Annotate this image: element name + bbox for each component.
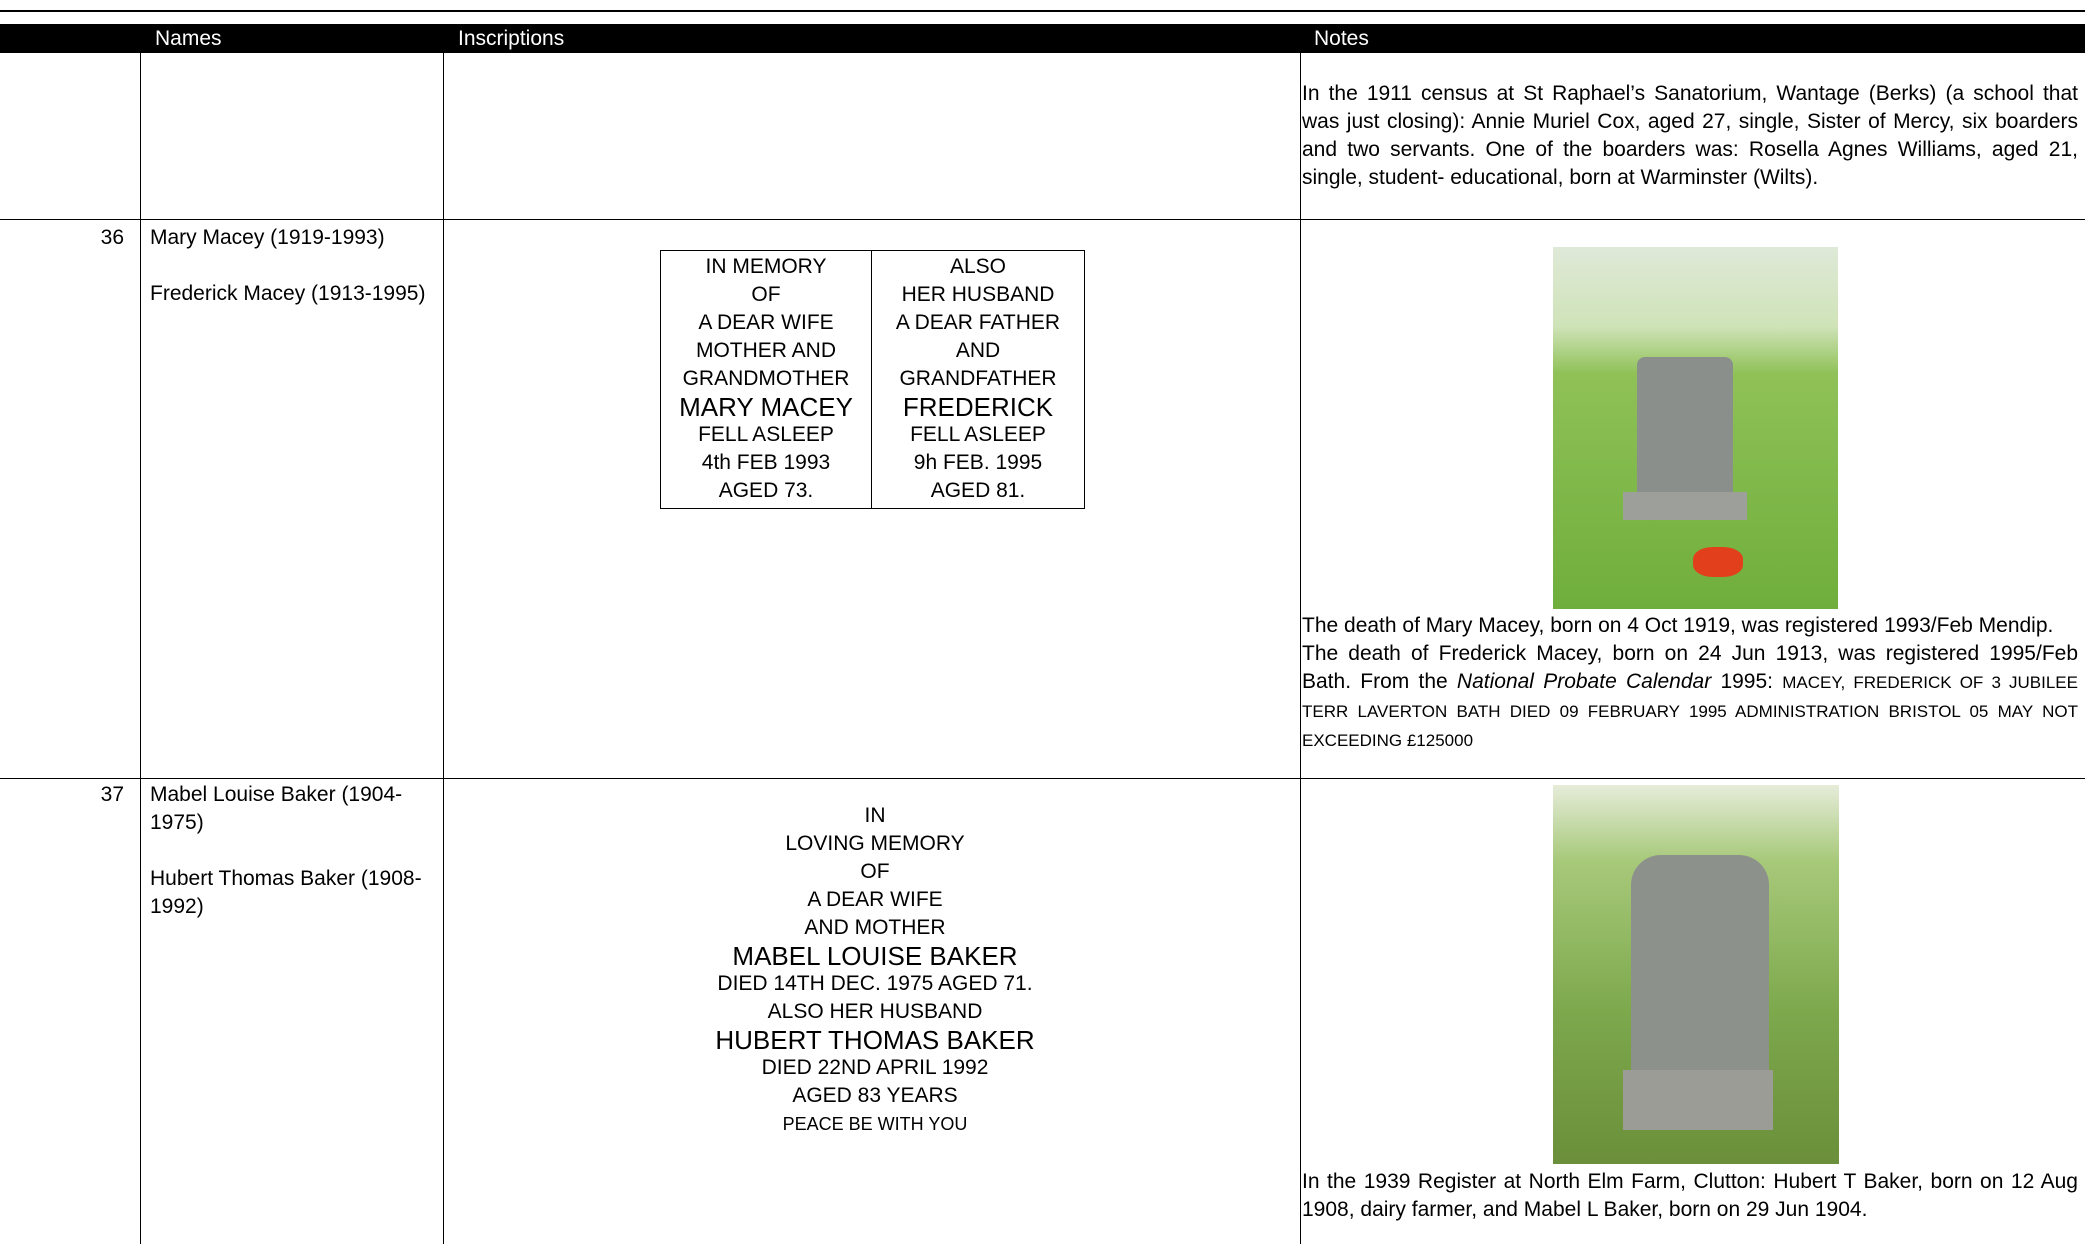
notes: In the 1911 census at St Raphael’s Sanat… [1302,80,2078,192]
header-cell: Notes [1314,27,1369,50]
inscription-line: ALSO [949,255,1007,278]
names: Mabel Louise Baker (1904-1975) Hubert Th… [150,781,440,921]
row-number: 36 [100,226,124,249]
inscription-line: GRANDFATHER [899,367,1057,390]
header-cell: Names [155,27,222,50]
inscription-line: FELL ASLEEP [910,423,1046,446]
inscription-line: 9h FEB. 1995 [913,451,1043,474]
inscription-line: DIED 22ND APRIL 1992 [761,1056,989,1079]
name: Hubert Thomas Baker (1908-1992) [150,867,422,918]
top-rule [0,10,2085,12]
inscription-line: A DEAR FATHER [895,311,1061,334]
inscription-line: FELL ASLEEP [698,423,834,446]
row-line [0,219,2085,220]
name: Frederick Macey (1913-1995) [150,282,426,305]
row-line [0,778,2085,779]
headstone-base [1623,1070,1773,1130]
inscription-line: MARY MACEY [679,392,853,422]
inscription-line: IN MEMORY [705,255,827,278]
row-number: 37 [100,783,124,806]
headstone-base [1623,492,1747,520]
photo [1553,247,1838,609]
header-cell: Inscriptions [458,27,565,50]
inscription-line: FREDERICK [902,392,1054,422]
header-bar: Names Inscriptions Notes [0,24,2085,53]
inscription-line: MOTHER AND [695,339,836,362]
inscription-line: OF [860,860,890,883]
inscription-left: IN MEMORY OF A DEAR WIFE MOTHER AND GRANDMOT… [661,253,871,505]
inscription: IN LOVING MEMORY OF A DEAR WIFE AND MOTHER MA… [450,802,1300,1138]
flowers [1693,547,1743,577]
inscription-box: IN MEMORY OF A DEAR WIFE MOTHER AND GRANDMOT… [660,250,1085,509]
note-text: 1995: [1711,670,1783,693]
note-text: The death of Frederick Macey, born on 24… [1302,642,2078,693]
names: Mary Macey (1919-1993) Frederick Macey (… [150,224,440,308]
inscription-line: GRANDMOTHER [682,367,850,390]
inscription-line: DIED 14TH DEC. 1975 AGED 71. [717,972,1033,995]
inscription-line: MABEL LOUISE BAKER [732,941,1018,971]
inscription-line: AND [955,339,1001,362]
name: Mabel Louise Baker (1904-1975) [150,783,403,834]
note-title: National Probate Calendar [1456,670,1712,693]
inscription-line: 4th FEB 1993 [701,451,831,474]
inscription-line: ALSO HER HUSBAND [767,1000,983,1023]
col-line [140,53,141,1244]
inscription-line: AGED 83 YEARS [792,1084,958,1107]
inscription-line: OF [751,283,781,306]
inscription-line: AGED 73. [718,479,814,502]
col-line [443,53,444,1244]
note: The death of Mary Macey, born on 4 Oct 1… [1302,614,2054,637]
inscription-line: LOVING MEMORY [785,832,965,855]
inscription-line: PEACE BE WITH YOU [782,1114,968,1134]
notes: In the 1939 Register at North Elm Farm, … [1302,1168,2078,1224]
note: In the 1911 census at St Raphael’s Sanat… [1302,82,2078,189]
notes: The death of Mary Macey, born on 4 Oct 1… [1302,612,2078,755]
note-record: MACEY, FREDERICK OF 3 JUBILEE TERR LAVER… [1302,673,2078,750]
inscription-line: HUBERT THOMAS BAKER [715,1025,1035,1055]
inscription-line: IN [864,804,886,827]
col-line [1300,53,1301,1244]
inscription-right: ALSO HER HUSBAND A DEAR FATHER AND GRANDFATH… [872,253,1084,505]
note: In the 1939 Register at North Elm Farm, … [1302,1170,2078,1221]
note: The death of Frederick Macey, born on 24… [1302,640,2078,755]
inscription-line: HER HUSBAND [901,283,1055,306]
headstone [1631,855,1769,1080]
inscription-line: A DEAR WIFE [807,888,943,911]
inscription-line: AND MOTHER [804,916,946,939]
inscription-line: A DEAR WIFE [698,311,834,334]
inscription-line: AGED 81. [930,479,1026,502]
photo [1553,785,1839,1164]
headstone [1637,357,1733,497]
name: Mary Macey (1919-1993) [150,226,385,249]
